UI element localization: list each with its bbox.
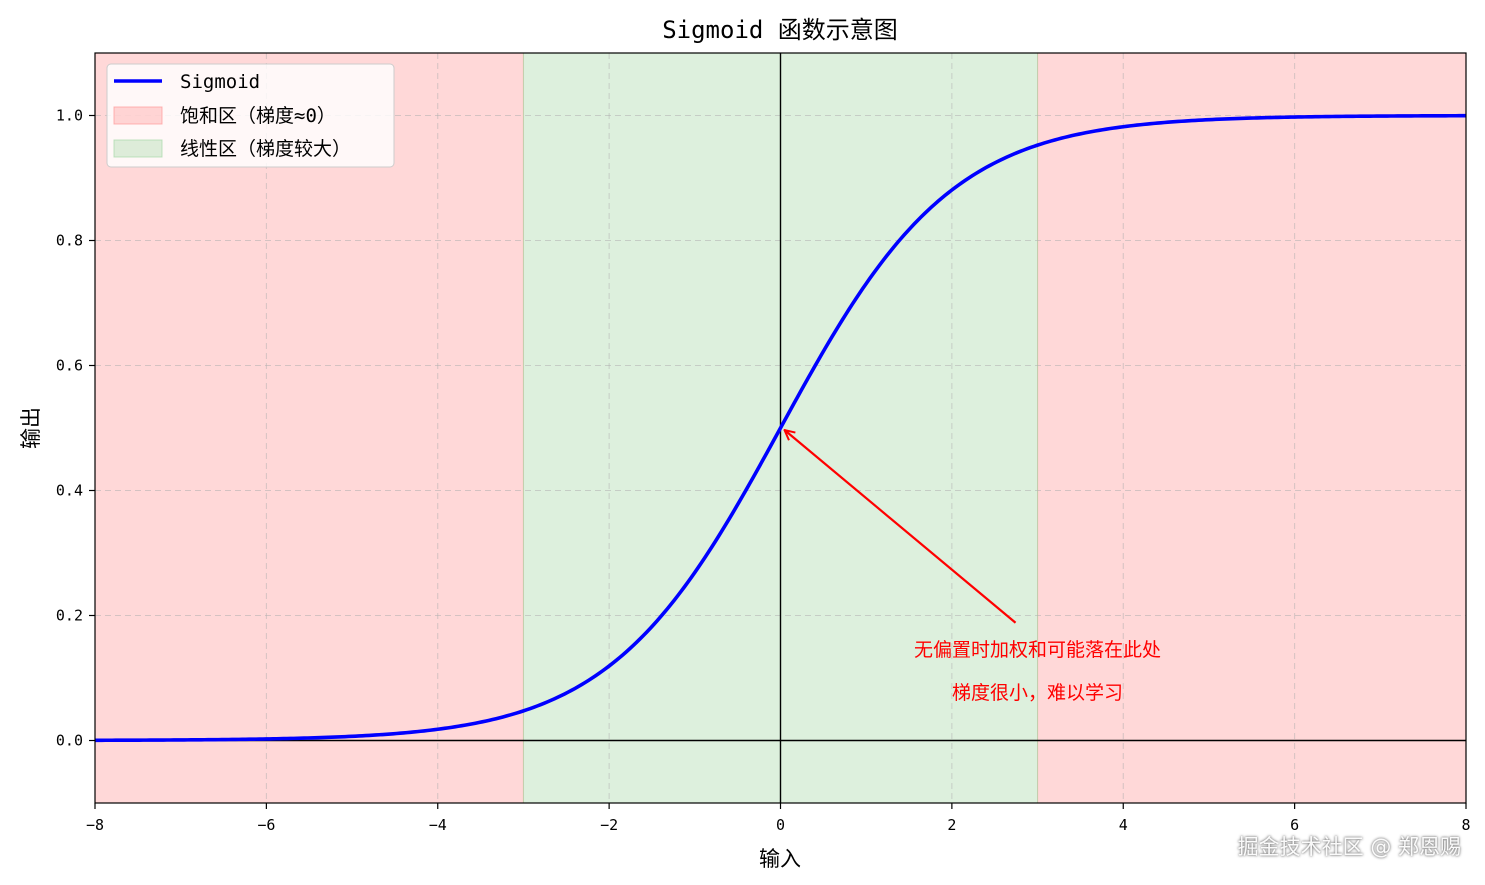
legend-label-sigmoid: Sigmoid <box>180 71 260 93</box>
legend-swatch-region-1 <box>113 139 163 158</box>
legend-box <box>106 63 395 168</box>
y-axis-label: 输出 <box>19 407 43 449</box>
region-0-band-1 <box>1037 53 1466 803</box>
x-tick-label: 4 <box>1119 816 1128 834</box>
x-tick-label: 0 <box>776 816 785 834</box>
annotation-arrow <box>785 430 1017 624</box>
region-0-band-0 <box>95 53 524 803</box>
x-tick-label: −2 <box>600 816 618 834</box>
annotation-line-2: 梯度很小，难以学习 <box>952 682 1123 704</box>
x-axis-label: 输入 <box>759 847 801 871</box>
y-axis-ticks: 0.0 0.2 0.4 0.6 0.8 1.0 <box>56 107 95 750</box>
x-tick-label: −6 <box>257 816 275 834</box>
watermark: 掘金技术社区 @ 郑恩赐 <box>1237 835 1461 859</box>
x-tick-label: 8 <box>1461 816 1470 834</box>
x-tick-label: 2 <box>947 816 956 834</box>
x-tick-label: −8 <box>86 816 104 834</box>
y-tick-label: 0.8 <box>56 232 83 250</box>
x-tick-label: 6 <box>1290 816 1299 834</box>
legend-swatch-region-0 <box>113 106 163 125</box>
series-layer <box>95 113 1466 743</box>
y-tick-label: 0.0 <box>56 732 83 750</box>
annotation-line-1: 无偏置时加权和可能落在此处 <box>914 639 1161 661</box>
y-tick-label: 0.6 <box>56 357 83 375</box>
x-axis-ticks: −8 −6 −4 −2 0 2 4 6 8 <box>86 803 1471 834</box>
legend: Sigmoid 饱和区（梯度≈0） 线性区（梯度较大） <box>106 63 395 168</box>
legend-label-region-1: 线性区（梯度较大） <box>180 138 351 160</box>
series-line-sigmoid <box>95 113 1466 743</box>
chart-title: Sigmoid 函数示意图 <box>662 16 898 44</box>
legend-label-region-0: 饱和区（梯度≈0） <box>180 105 336 127</box>
y-tick-label: 0.2 <box>56 607 83 625</box>
x-tick-label: −4 <box>429 816 447 834</box>
y-tick-label: 1.0 <box>56 107 83 125</box>
y-tick-label: 0.4 <box>56 482 83 500</box>
